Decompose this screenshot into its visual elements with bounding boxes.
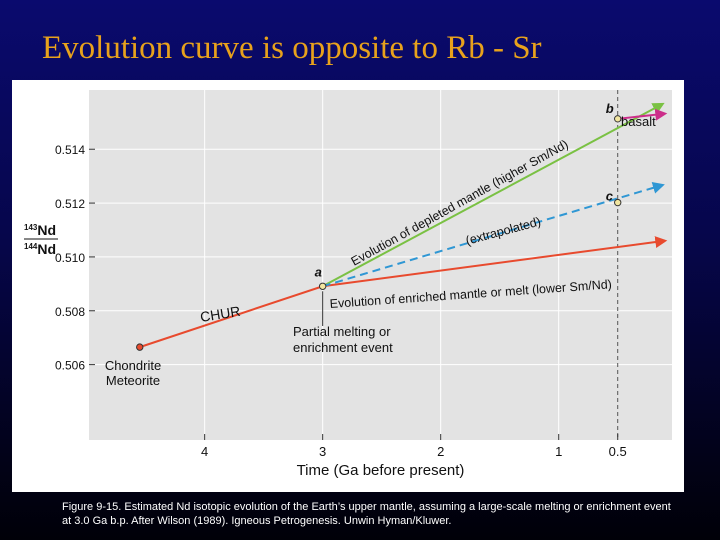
- annotation-chondrite: Chondrite: [105, 358, 161, 373]
- point-label-a: a: [315, 264, 322, 279]
- nd-evolution-chart: 4 3 2 1 0.5 0.506 0.508 0.510 0.512 0.514 Time (Ga…: [24, 90, 672, 479]
- y-tick-label: 0.512: [55, 197, 85, 211]
- data-point-c: [614, 198, 622, 207]
- y-tick-label: 0.510: [55, 251, 85, 265]
- annotation-partial-melting: enrichment event: [293, 340, 393, 355]
- plot-background: [89, 90, 672, 440]
- slide-title: Evolution curve is opposite to Rb - Sr: [42, 30, 542, 66]
- point-label-c: c: [606, 189, 614, 204]
- x-tick-label: 2: [437, 444, 444, 459]
- data-point-a: [318, 282, 327, 290]
- data-point-b: [614, 115, 622, 123]
- x-tick-label: 4: [201, 444, 208, 459]
- y-axis-label-bottom: 144Nd: [24, 241, 56, 257]
- y-tick-label: 0.506: [55, 359, 85, 373]
- annotation-partial-melting: Partial melting or: [293, 324, 391, 339]
- point-label-b: b: [606, 101, 614, 116]
- x-tick-label: 3: [319, 444, 326, 459]
- y-tick-label: 0.514: [55, 143, 85, 157]
- data-point-chondrite: [136, 343, 144, 351]
- chart-figure: 4 3 2 1 0.5 0.506 0.508 0.510 0.512 0.514 Time (Ga…: [12, 80, 684, 492]
- x-tick-label: 1: [555, 444, 562, 459]
- figure-caption: Figure 9-15. Estimated Nd isotopic evolu…: [62, 501, 671, 527]
- series-line-basalt: [617, 108, 668, 121]
- annotation-chur: CHUR: [199, 303, 241, 325]
- annotation-basalt: basalt: [621, 114, 656, 129]
- y-axis-label-top: 143Nd: [24, 222, 56, 238]
- x-axis-label: Time (Ga before present): [297, 462, 465, 479]
- x-tick-label: 0.5: [609, 444, 627, 459]
- y-tick-label: 0.508: [55, 305, 85, 319]
- annotation-chondrite: Meteorite: [106, 373, 160, 388]
- series-line-extrapolated: [322, 182, 665, 288]
- series-line-depleted: [322, 102, 665, 288]
